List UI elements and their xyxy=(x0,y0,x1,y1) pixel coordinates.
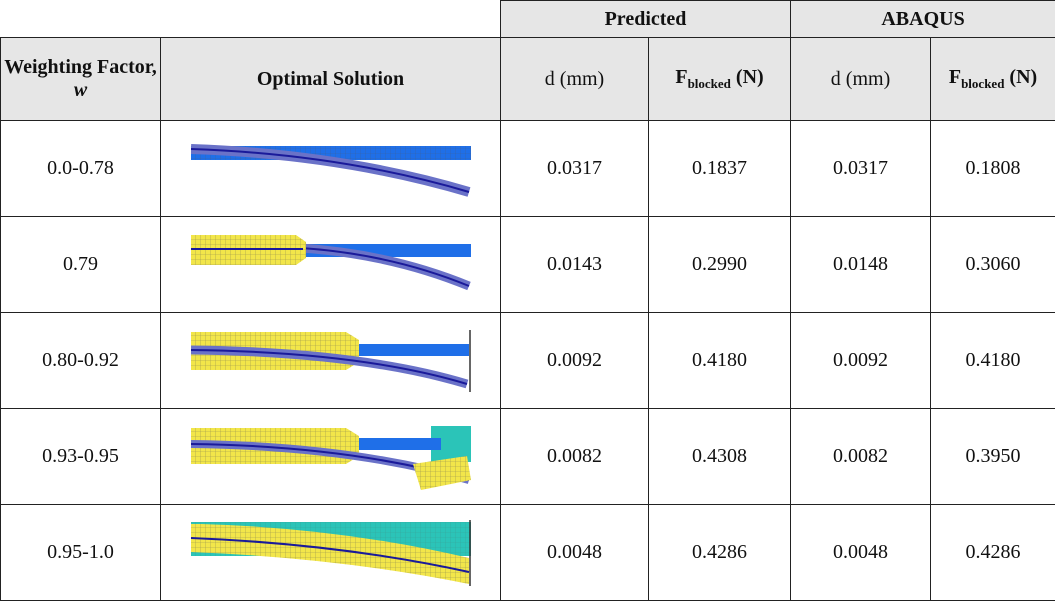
cell: 0.1837 xyxy=(649,121,791,217)
column-header: d (mm) xyxy=(501,38,649,121)
solution-image xyxy=(191,518,471,588)
cell: 0.79 xyxy=(1,217,161,313)
cell: 0.3060 xyxy=(931,217,1055,313)
column-header: Weighting Factor, w xyxy=(1,38,161,121)
image-cell xyxy=(161,217,501,313)
cell: 0.0317 xyxy=(791,121,931,217)
cell: 0.0143 xyxy=(501,217,649,313)
cell: 0.80-0.92 xyxy=(1,313,161,409)
column-header: Optimal Solution xyxy=(161,38,501,121)
cell: 0.4180 xyxy=(931,313,1055,409)
header-unit: (N) xyxy=(1004,66,1037,88)
cell: 0.0048 xyxy=(791,505,931,601)
cell: 0.0082 xyxy=(501,409,649,505)
header-text: F xyxy=(675,66,687,88)
column-header: Fblocked (N) xyxy=(931,38,1055,121)
header-text: F xyxy=(949,66,961,88)
cell: 0.0317 xyxy=(501,121,649,217)
group-header: ABAQUS xyxy=(791,1,1055,38)
cell: 0.4308 xyxy=(649,409,791,505)
blank xyxy=(1,1,501,38)
cell: 0.0092 xyxy=(791,313,931,409)
cell: 0.0148 xyxy=(791,217,931,313)
header-text: Weighting Factor, xyxy=(4,56,157,78)
header-sub: blocked xyxy=(961,76,1004,91)
solution-image xyxy=(191,134,471,204)
page: Predicted ABAQUS Weighting Factor, w Opt… xyxy=(0,0,1055,604)
cell: 0.4286 xyxy=(649,505,791,601)
cell: 0.93-0.95 xyxy=(1,409,161,505)
solution-image xyxy=(191,422,471,492)
column-header: Fblocked (N) xyxy=(649,38,791,121)
header-unit: (N) xyxy=(731,66,764,88)
cell: 0.4286 xyxy=(931,505,1055,601)
cell: 0.2990 xyxy=(649,217,791,313)
solution-image xyxy=(191,326,471,396)
cell: 0.4180 xyxy=(649,313,791,409)
header-sub: blocked xyxy=(688,76,731,91)
image-cell xyxy=(161,409,501,505)
cell: 0.95-1.0 xyxy=(1,505,161,601)
results-table: Predicted ABAQUS Weighting Factor, w Opt… xyxy=(0,0,1055,601)
cell: 0.3950 xyxy=(931,409,1055,505)
image-cell xyxy=(161,505,501,601)
image-cell xyxy=(161,313,501,409)
cell: 0.1808 xyxy=(931,121,1055,217)
cell: 0.0082 xyxy=(791,409,931,505)
solution-image xyxy=(191,230,471,300)
image-cell xyxy=(161,121,501,217)
column-header: d (mm) xyxy=(791,38,931,121)
cell: 0.0048 xyxy=(501,505,649,601)
cell: 0.0-0.78 xyxy=(1,121,161,217)
cell: 0.0092 xyxy=(501,313,649,409)
group-header: Predicted xyxy=(501,1,791,38)
header-symbol: w xyxy=(74,79,87,101)
